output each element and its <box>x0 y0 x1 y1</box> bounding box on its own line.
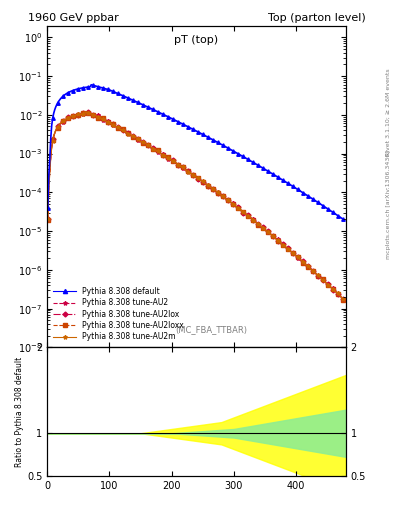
Text: (MC_FBA_TTBAR): (MC_FBA_TTBAR) <box>175 326 248 334</box>
Text: 1960 GeV ppbar: 1960 GeV ppbar <box>28 13 118 23</box>
Text: Top (parton level): Top (parton level) <box>268 13 365 23</box>
Text: mcplots.cern.ch [arXiv:1306.3436]: mcplots.cern.ch [arXiv:1306.3436] <box>386 151 391 259</box>
Text: Rivet 3.1.10; ≥ 2.6M events: Rivet 3.1.10; ≥ 2.6M events <box>386 69 391 157</box>
Legend: Pythia 8.308 default, Pythia 8.308 tune-AU2, Pythia 8.308 tune-AU2lox, Pythia 8.: Pythia 8.308 default, Pythia 8.308 tune-… <box>51 285 186 344</box>
Y-axis label: Ratio to Pythia 8.308 default: Ratio to Pythia 8.308 default <box>15 357 24 467</box>
Text: pT (top): pT (top) <box>174 35 219 45</box>
